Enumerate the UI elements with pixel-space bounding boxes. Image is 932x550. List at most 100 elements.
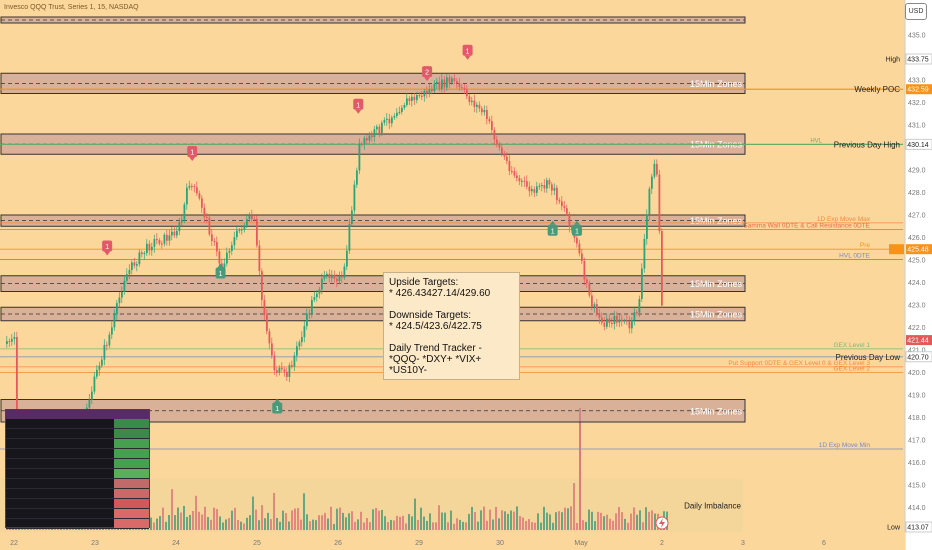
time-axis[interactable] bbox=[0, 532, 905, 550]
signal-marker[interactable]: 1 bbox=[215, 263, 226, 279]
signal-marker[interactable]: 2 bbox=[422, 66, 433, 82]
volume-bar bbox=[381, 509, 383, 530]
candle-body bbox=[468, 96, 471, 102]
volume-bar bbox=[174, 515, 176, 530]
level-label: 1D Exp Move Min bbox=[819, 442, 871, 449]
candle-body bbox=[126, 274, 128, 281]
volume-bar bbox=[612, 520, 614, 530]
candle-body bbox=[626, 320, 628, 322]
volume-bar bbox=[570, 506, 572, 530]
candle-body bbox=[633, 312, 636, 321]
volume-bar bbox=[591, 511, 593, 530]
candle-body bbox=[91, 391, 93, 400]
volume-bar bbox=[249, 515, 251, 530]
targets-annotation: Upside Targets: * 426.43427.14/429.60 Do… bbox=[383, 272, 520, 380]
candle-body bbox=[578, 243, 581, 254]
volume-bar bbox=[231, 510, 233, 530]
level-label: GEX Level 1 bbox=[834, 342, 871, 349]
candle-body bbox=[116, 303, 118, 315]
candle-body bbox=[588, 282, 591, 296]
volume-bar bbox=[285, 513, 287, 530]
level-label: Previous Day Low bbox=[836, 353, 901, 362]
candle-body bbox=[11, 338, 13, 342]
signal-marker[interactable]: 1 bbox=[187, 146, 198, 161]
candle-body bbox=[643, 238, 646, 269]
volume-bar bbox=[423, 516, 425, 530]
candle-body bbox=[428, 89, 431, 94]
volume-bar bbox=[303, 493, 305, 530]
volume-bar bbox=[561, 512, 563, 530]
candle-body bbox=[156, 239, 158, 241]
candle-body bbox=[311, 299, 313, 314]
zone-label: 15Min Zones bbox=[690, 310, 743, 320]
candle-body bbox=[188, 185, 191, 188]
lightning-icon[interactable] bbox=[655, 516, 669, 530]
candle-body bbox=[456, 81, 458, 83]
signal-marker[interactable]: 1 bbox=[571, 220, 582, 236]
high-value: 433.75 bbox=[907, 57, 929, 64]
candle-body bbox=[231, 245, 233, 251]
candle-body bbox=[113, 314, 116, 328]
signal-marker-text: 1 bbox=[551, 228, 555, 235]
candle-body bbox=[461, 87, 463, 89]
signal-marker-text: 1 bbox=[275, 406, 279, 413]
zone-label: 15Min Zones bbox=[690, 279, 743, 289]
volume-bar bbox=[336, 508, 338, 530]
y-tick-label: 433.0 bbox=[908, 78, 926, 85]
volume-bar bbox=[441, 512, 443, 530]
candle-body bbox=[106, 344, 108, 346]
y-tick-label: 415.0 bbox=[908, 483, 926, 490]
price-tag bbox=[905, 53, 932, 65]
volume-bar bbox=[387, 522, 389, 530]
candle-body bbox=[541, 185, 543, 187]
x-tick-label: 26 bbox=[334, 540, 342, 547]
low-value: 413.07 bbox=[907, 525, 929, 532]
candle-body bbox=[146, 243, 148, 254]
candle-body bbox=[601, 317, 603, 323]
price-tag bbox=[905, 138, 932, 150]
volume-bar bbox=[282, 510, 284, 530]
candle-body bbox=[583, 261, 586, 280]
signal-marker[interactable]: 1 bbox=[272, 398, 283, 414]
volume-bar bbox=[246, 517, 248, 530]
volume-bar bbox=[405, 523, 407, 530]
candle-body bbox=[366, 138, 368, 141]
candle-body bbox=[478, 104, 481, 109]
candle-body bbox=[351, 210, 353, 224]
x-tick-label: 29 bbox=[415, 540, 423, 547]
y-tick-label: 422.0 bbox=[908, 325, 926, 332]
candle-body bbox=[608, 318, 611, 323]
signal-marker[interactable]: 1 bbox=[102, 240, 113, 256]
candle-body bbox=[421, 95, 423, 97]
signal-marker[interactable]: 1 bbox=[547, 220, 558, 236]
candle-body bbox=[266, 315, 268, 332]
candle-body bbox=[261, 271, 263, 301]
candle-body bbox=[616, 315, 618, 323]
volume-bar bbox=[384, 516, 386, 530]
volume-bar bbox=[204, 506, 206, 530]
volume-bar bbox=[213, 507, 215, 530]
signal-marker[interactable]: 1 bbox=[353, 98, 364, 114]
y-tick-label: 416.0 bbox=[908, 460, 926, 467]
volume-bar bbox=[429, 513, 431, 530]
volume-bar bbox=[471, 506, 473, 530]
candle-body bbox=[258, 245, 261, 272]
volume-bar bbox=[627, 522, 629, 530]
price-tag bbox=[905, 351, 932, 363]
candle-body bbox=[416, 95, 418, 101]
candle-body bbox=[376, 126, 378, 130]
currency-button[interactable]: USD bbox=[905, 3, 927, 20]
candle-body bbox=[546, 180, 548, 189]
candle-body bbox=[383, 120, 386, 123]
candle-body bbox=[443, 79, 446, 88]
volume-bar bbox=[330, 506, 332, 530]
high-label: High bbox=[886, 57, 901, 64]
volume-bar bbox=[153, 522, 155, 530]
x-tick-label: 23 bbox=[91, 540, 99, 547]
y-tick-label: 432.0 bbox=[908, 100, 926, 107]
candle-body bbox=[628, 321, 631, 329]
candle-body bbox=[128, 269, 131, 275]
signal-marker[interactable]: 1 bbox=[462, 44, 473, 60]
volume-bar bbox=[396, 515, 398, 530]
candle-body bbox=[273, 355, 276, 371]
